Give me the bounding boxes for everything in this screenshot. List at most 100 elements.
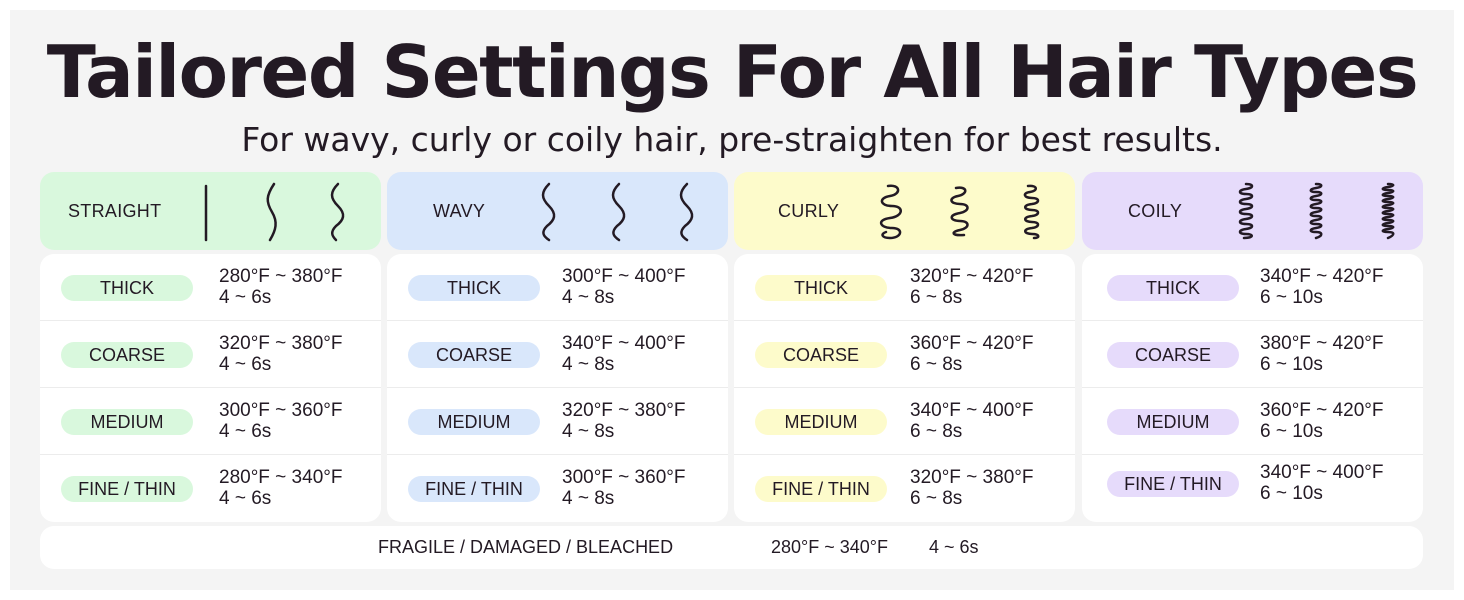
- time-range: 4 ~ 6s: [219, 488, 272, 509]
- time-range: 6 ~ 8s: [910, 488, 963, 509]
- temperature-range: 360°F ~ 420°F: [1260, 400, 1384, 421]
- thickness-pill: MEDIUM: [408, 409, 540, 435]
- settings-values: 320°F ~ 380°F 4 ~ 8s: [562, 400, 685, 442]
- thickness-pill: MEDIUM: [1107, 409, 1239, 435]
- settings-values: 300°F ~ 400°F 4 ~ 8s: [562, 266, 685, 308]
- column-header-straight: STRAIGHT: [40, 172, 381, 250]
- settings-values: 340°F ~ 400°F 6 ~ 10s: [1260, 462, 1383, 504]
- fragile-label: FRAGILE / DAMAGED / BLEACHED: [378, 537, 674, 557]
- column-coily: COILY THICK 340°F ~ 420°F 6 ~ 10s COARSE…: [1082, 172, 1423, 522]
- thickness-pill: FINE / THIN: [408, 476, 540, 502]
- settings-values: 320°F ~ 380°F 6 ~ 8s: [910, 467, 1033, 509]
- table-row: COARSE 340°F ~ 400°F 4 ~ 8s: [387, 321, 728, 388]
- time-range: 6 ~ 10s: [1260, 287, 1323, 308]
- column-body-straight: THICK 280°F ~ 380°F 4 ~ 6s COARSE 320°F …: [40, 254, 381, 522]
- thickness-pill: COARSE: [1107, 342, 1239, 368]
- time-range: 4 ~ 6s: [219, 354, 272, 375]
- table-row: THICK 340°F ~ 420°F 6 ~ 10s: [1082, 254, 1423, 321]
- thickness-pill: THICK: [61, 275, 193, 301]
- time-range: 4 ~ 8s: [562, 488, 615, 509]
- table-row: THICK 300°F ~ 400°F 4 ~ 8s: [387, 254, 728, 321]
- temperature-range: 320°F ~ 420°F: [910, 266, 1034, 287]
- column-header-curly: CURLY: [734, 172, 1075, 250]
- table-row: FINE / THIN 300°F ~ 360°F 4 ~ 8s: [387, 455, 728, 522]
- thickness-pill: THICK: [1107, 275, 1239, 301]
- time-range: 4 ~ 6s: [219, 421, 272, 442]
- temperature-range: 280°F ~ 340°F: [219, 467, 343, 488]
- page-subtitle: For wavy, curly or coily hair, pre-strai…: [241, 120, 1223, 159]
- thickness-pill: MEDIUM: [755, 409, 887, 435]
- settings-values: 340°F ~ 400°F 4 ~ 8s: [562, 333, 685, 375]
- settings-values: 380°F ~ 420°F 6 ~ 10s: [1260, 333, 1383, 375]
- straight-hair-icon: [204, 182, 345, 242]
- temperature-range: 320°F ~ 380°F: [562, 400, 686, 421]
- temperature-range: 340°F ~ 400°F: [910, 400, 1034, 421]
- settings-chart: Tailored Settings For All Hair Types For…: [10, 10, 1454, 590]
- temperature-range: 300°F ~ 360°F: [219, 400, 343, 421]
- temperature-range: 320°F ~ 380°F: [219, 333, 343, 354]
- table-row: COARSE 320°F ~ 380°F 4 ~ 6s: [40, 321, 381, 388]
- column-body-curly: THICK 320°F ~ 420°F 6 ~ 8s COARSE 360°F …: [734, 254, 1075, 522]
- time-range: 4 ~ 8s: [562, 421, 615, 442]
- table-row: THICK 280°F ~ 380°F 4 ~ 6s: [40, 254, 381, 321]
- thickness-pill: COARSE: [61, 342, 193, 368]
- time-range: 6 ~ 10s: [1260, 421, 1323, 442]
- thickness-pill: COARSE: [755, 342, 887, 368]
- settings-values: 360°F ~ 420°F 6 ~ 10s: [1260, 400, 1383, 442]
- settings-values: 340°F ~ 420°F 6 ~ 10s: [1260, 266, 1383, 308]
- page-title: Tailored Settings For All Hair Types: [46, 30, 1419, 114]
- column-header-coily: COILY: [1082, 172, 1423, 250]
- time-range: 6 ~ 8s: [910, 287, 963, 308]
- wavy-hair-icon: [541, 182, 694, 242]
- thickness-pill: FINE / THIN: [61, 476, 193, 502]
- settings-values: 340°F ~ 400°F 6 ~ 8s: [910, 400, 1033, 442]
- thickness-pill: COARSE: [408, 342, 540, 368]
- thickness-pill: FINE / THIN: [1107, 471, 1239, 497]
- temperature-range: 360°F ~ 420°F: [910, 333, 1034, 354]
- time-range: 6 ~ 8s: [910, 354, 963, 375]
- column-curly: CURLY THICK 320°F ~ 420°F 6 ~ 8s COARSE …: [734, 172, 1075, 522]
- thickness-pill: THICK: [408, 275, 540, 301]
- temperature-range: 340°F ~ 400°F: [1260, 462, 1384, 483]
- temperature-range: 340°F ~ 400°F: [562, 333, 686, 354]
- thickness-pill: MEDIUM: [61, 409, 193, 435]
- settings-values: 360°F ~ 420°F 6 ~ 8s: [910, 333, 1033, 375]
- fragile-hair-row: FRAGILE / DAMAGED / BLEACHED 280°F ~ 340…: [40, 526, 1423, 569]
- time-range: 6 ~ 10s: [1260, 483, 1323, 504]
- settings-values: 320°F ~ 380°F 4 ~ 6s: [219, 333, 342, 375]
- settings-values: 300°F ~ 360°F 4 ~ 8s: [562, 467, 685, 509]
- column-straight: STRAIGHT THICK 280°F ~ 380°F 4 ~ 6s COAR…: [40, 172, 381, 522]
- table-row: MEDIUM 340°F ~ 400°F 6 ~ 8s: [734, 388, 1075, 455]
- temperature-range: 340°F ~ 420°F: [1260, 266, 1384, 287]
- table-row: FINE / THIN 340°F ~ 400°F 6 ~ 10s: [1082, 455, 1423, 522]
- table-row: FINE / THIN 280°F ~ 340°F 4 ~ 6s: [40, 455, 381, 522]
- table-row: COARSE 380°F ~ 420°F 6 ~ 10s: [1082, 321, 1423, 388]
- settings-values: 300°F ~ 360°F 4 ~ 6s: [219, 400, 342, 442]
- column-wavy: WAVY THICK 300°F ~ 400°F 4 ~ 8s COARSE 3…: [387, 172, 728, 522]
- coily-hair-icon: [1238, 182, 1395, 240]
- curly-hair-icon: [880, 184, 1040, 240]
- temperature-range: 280°F ~ 380°F: [219, 266, 343, 287]
- time-range: 4 ~ 8s: [562, 287, 615, 308]
- table-row: MEDIUM 320°F ~ 380°F 4 ~ 8s: [387, 388, 728, 455]
- column-header-wavy: WAVY: [387, 172, 728, 250]
- temperature-range: 320°F ~ 380°F: [910, 467, 1034, 488]
- time-range: 4 ~ 8s: [562, 354, 615, 375]
- thickness-pill: THICK: [755, 275, 887, 301]
- column-body-coily: THICK 340°F ~ 420°F 6 ~ 10s COARSE 380°F…: [1082, 254, 1423, 522]
- hair-type-name: STRAIGHT: [68, 201, 162, 221]
- table-row: MEDIUM 300°F ~ 360°F 4 ~ 6s: [40, 388, 381, 455]
- temperature-range: 380°F ~ 420°F: [1260, 333, 1384, 354]
- settings-values: 320°F ~ 420°F 6 ~ 8s: [910, 266, 1033, 308]
- table-row: COARSE 360°F ~ 420°F 6 ~ 8s: [734, 321, 1075, 388]
- time-range: 4 ~ 6s: [219, 287, 272, 308]
- settings-values: 280°F ~ 380°F 4 ~ 6s: [219, 266, 342, 308]
- time-range: 4 ~ 6s: [929, 537, 979, 557]
- table-row: MEDIUM 360°F ~ 420°F 6 ~ 10s: [1082, 388, 1423, 455]
- settings-values: 280°F ~ 340°F 4 ~ 6s: [219, 467, 342, 509]
- hair-type-name: COILY: [1128, 201, 1183, 221]
- table-row: THICK 320°F ~ 420°F 6 ~ 8s: [734, 254, 1075, 321]
- hair-type-name: WAVY: [433, 201, 486, 221]
- time-range: 6 ~ 10s: [1260, 354, 1323, 375]
- temperature-range: 300°F ~ 360°F: [562, 467, 686, 488]
